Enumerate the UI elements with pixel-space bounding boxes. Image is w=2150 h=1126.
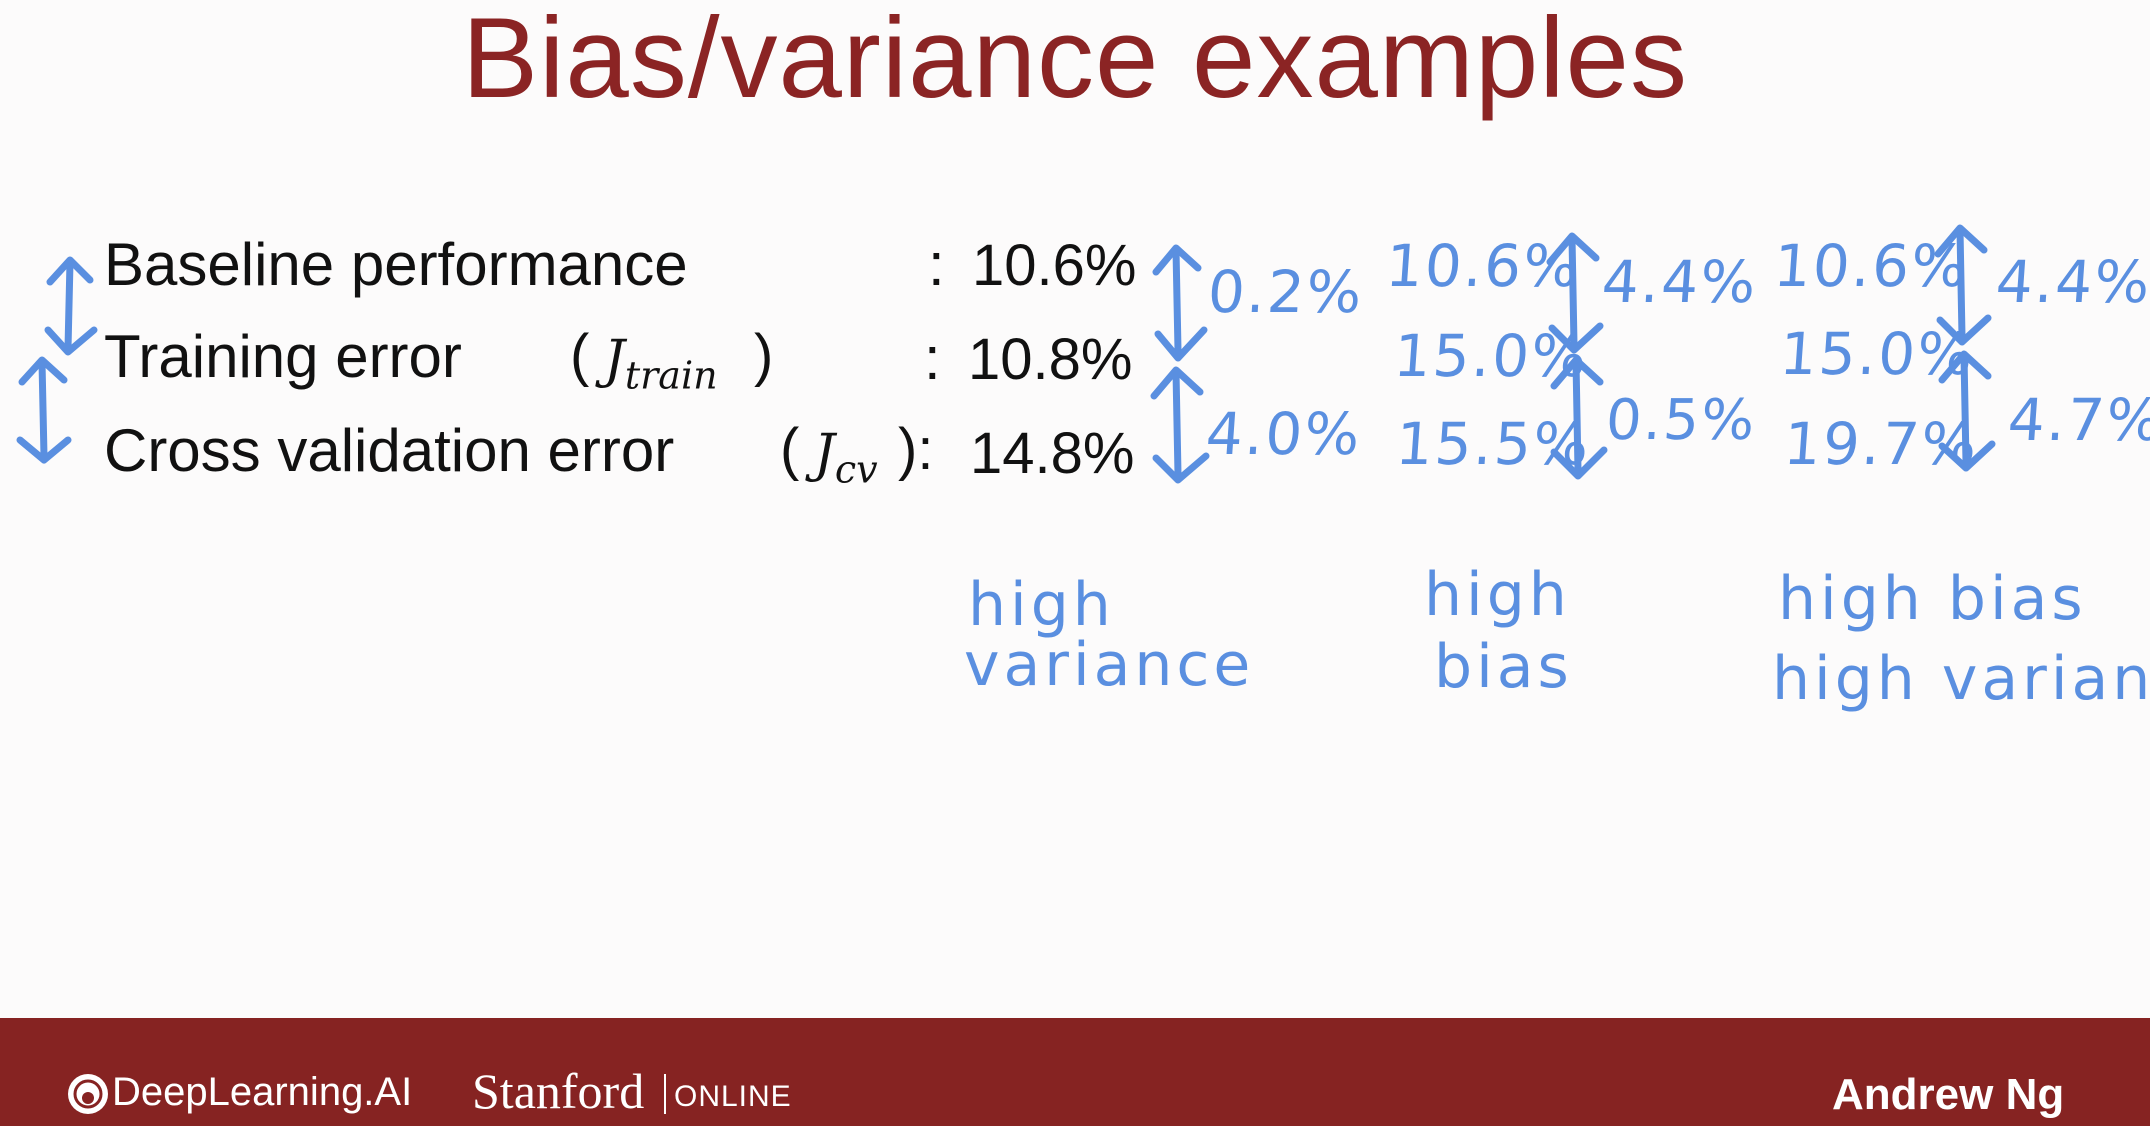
double-arrow-icon — [1934, 224, 1992, 346]
training-label: Training error — [104, 323, 462, 390]
baseline-colon: : — [928, 231, 945, 298]
double-arrow-icon — [1550, 356, 1608, 480]
deeplearning-logo-icon — [68, 1074, 108, 1114]
double-arrow-icon — [16, 356, 72, 464]
training-paren-close: ) — [754, 323, 774, 388]
col3-label-line2: high variance — [1772, 644, 2150, 714]
cv-paren-open: ( — [780, 417, 800, 482]
double-arrow-icon — [1546, 232, 1604, 354]
baseline-label: Baseline performance — [104, 231, 688, 298]
author-name: Andrew Ng — [1832, 1070, 2065, 1119]
footer-bar: DeepLearning.AI Stanford ONLINE Andrew N… — [0, 1018, 2150, 1126]
university-suffix: ONLINE — [674, 1080, 792, 1113]
training-colon: : — [924, 325, 941, 392]
col1-label-line1: high — [968, 570, 1115, 640]
double-arrow-icon — [1150, 366, 1210, 484]
training-value: 10.8% — [968, 327, 1133, 392]
footer-divider — [664, 1074, 666, 1114]
university-name: Stanford — [472, 1063, 645, 1119]
double-arrow-icon — [44, 256, 98, 356]
col2-label-line2: bias — [1434, 632, 1573, 702]
col2-label-line1: high — [1424, 560, 1571, 630]
cv-value: 14.8% — [970, 421, 1135, 486]
col3-label-line1: high bias — [1778, 564, 2087, 634]
training-paren-open: ( — [570, 323, 590, 388]
double-arrow-icon — [1938, 350, 1996, 472]
cv-label: Cross validation error — [104, 417, 675, 484]
cv-paren-close: ): — [898, 417, 934, 482]
double-arrow-icon — [1152, 244, 1208, 362]
col1-label-line2: variance — [964, 630, 1255, 700]
brand-name: DeepLearning.AI — [112, 1070, 413, 1114]
j-cv-symbol: Jcv — [814, 424, 878, 492]
baseline-value: 10.6% — [972, 233, 1137, 298]
j-train-symbol: Jtrain — [604, 330, 718, 398]
slide-title: Bias/variance examples — [462, 0, 1688, 122]
